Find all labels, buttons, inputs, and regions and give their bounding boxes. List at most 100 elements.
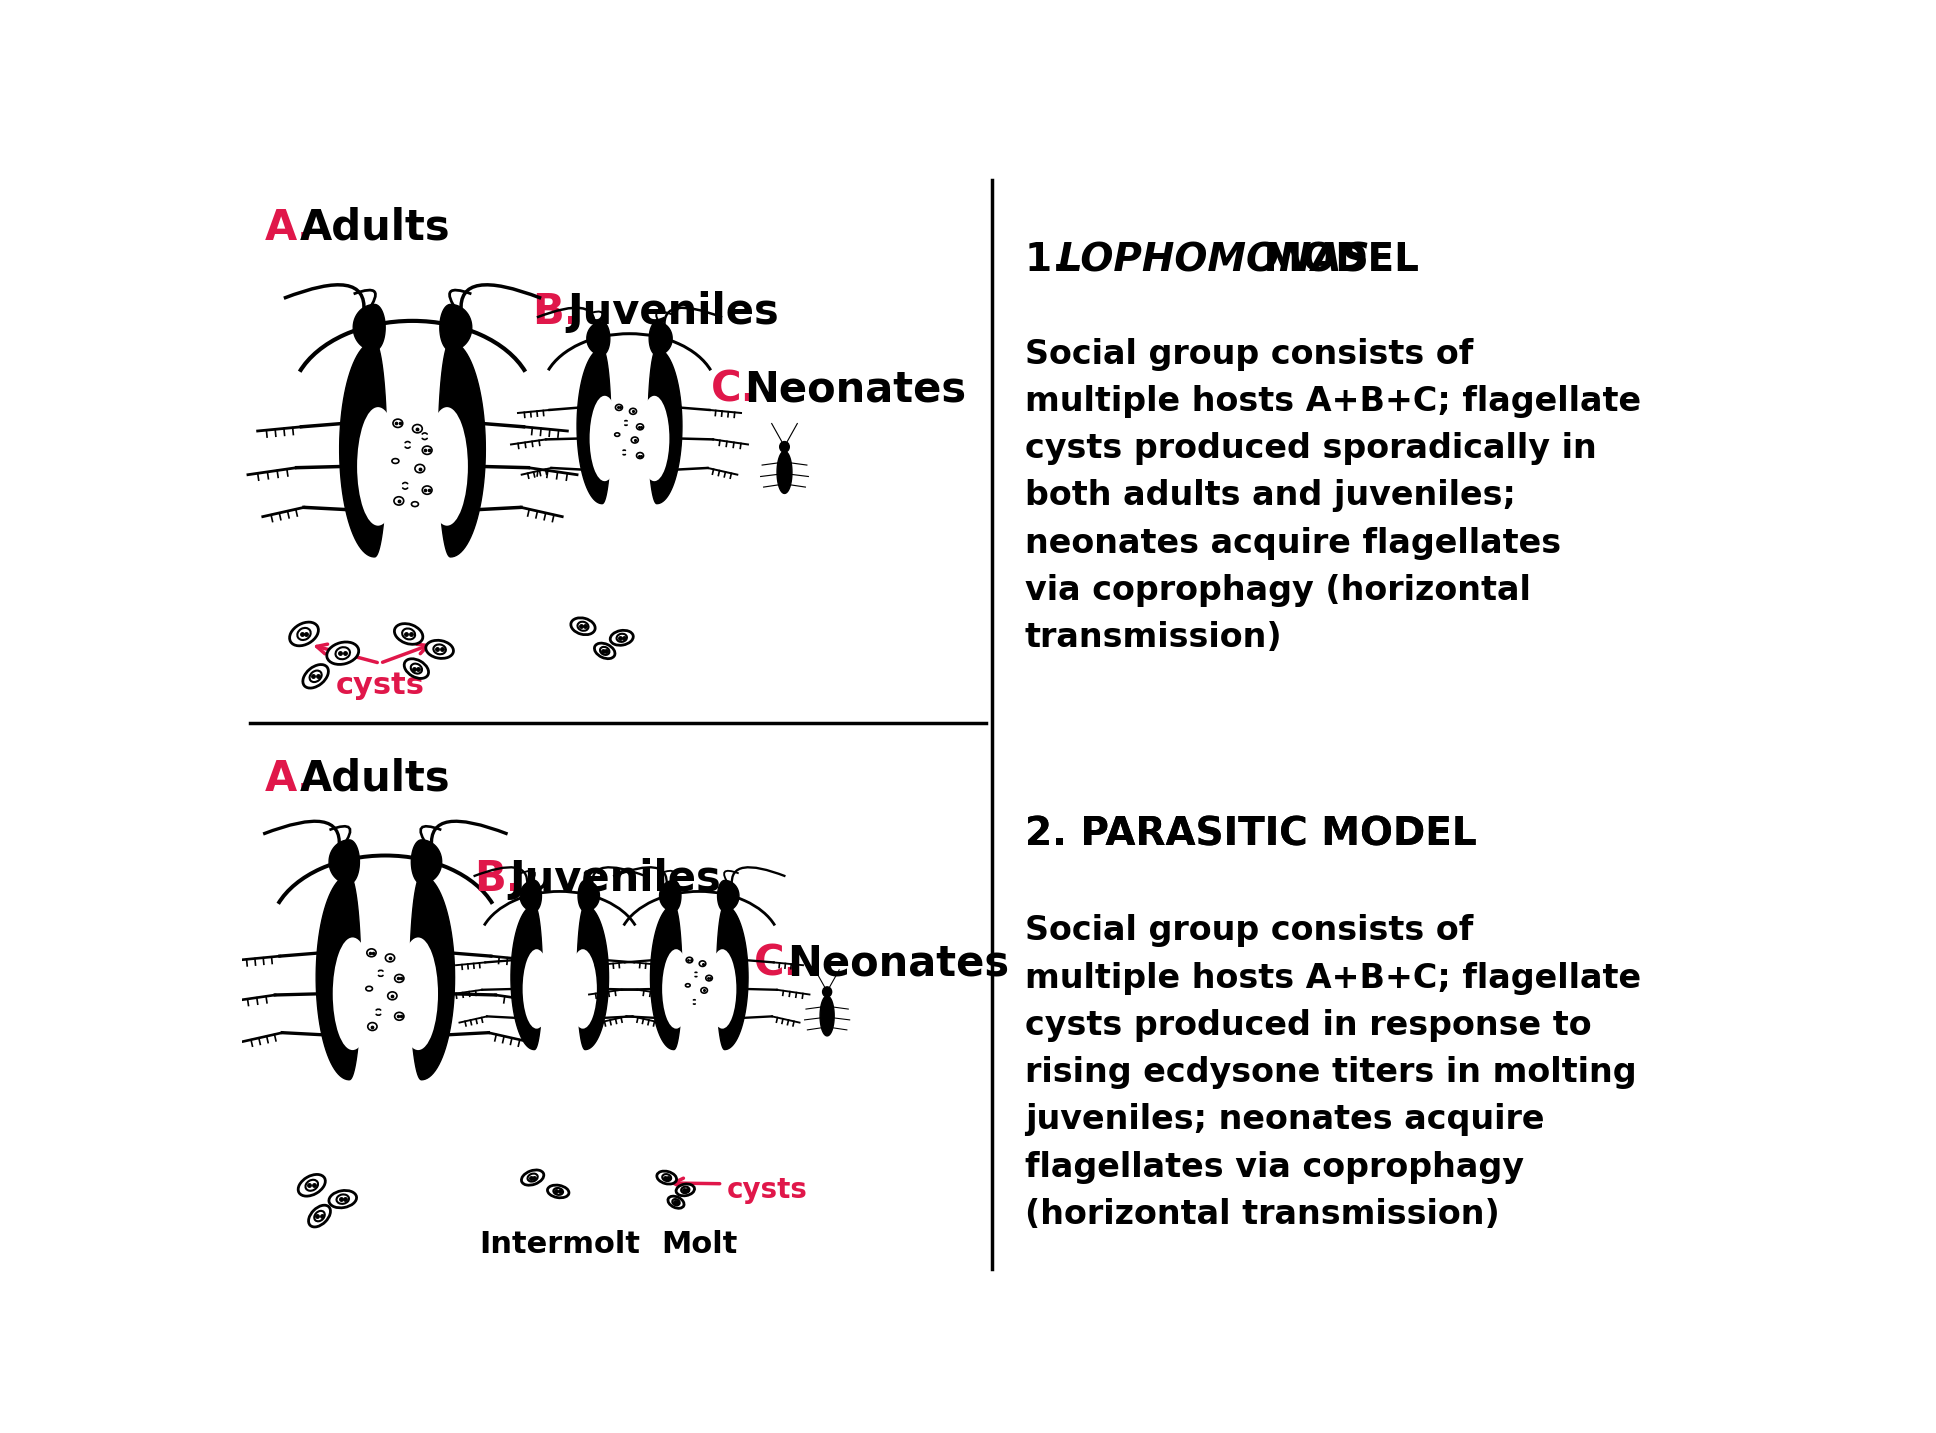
Ellipse shape: [637, 453, 643, 459]
Polygon shape: [776, 451, 792, 493]
Ellipse shape: [709, 949, 736, 1029]
Ellipse shape: [395, 1012, 405, 1020]
Ellipse shape: [366, 949, 376, 957]
Polygon shape: [718, 880, 740, 911]
Polygon shape: [352, 304, 385, 351]
Ellipse shape: [308, 1205, 331, 1227]
Ellipse shape: [337, 1195, 348, 1204]
Ellipse shape: [668, 1197, 683, 1208]
Text: Intermolt: Intermolt: [480, 1230, 641, 1260]
Polygon shape: [511, 906, 542, 1049]
Ellipse shape: [306, 1179, 318, 1191]
Polygon shape: [649, 348, 681, 503]
Text: Juveniles: Juveniles: [509, 858, 720, 900]
Ellipse shape: [368, 1023, 378, 1030]
Ellipse shape: [662, 1174, 672, 1181]
Text: cysts: cysts: [335, 671, 424, 699]
Ellipse shape: [685, 957, 693, 963]
Text: Neonates: Neonates: [786, 943, 1009, 984]
Ellipse shape: [548, 1185, 569, 1198]
Ellipse shape: [590, 396, 620, 481]
Ellipse shape: [310, 671, 321, 682]
Text: Adults: Adults: [300, 758, 451, 800]
Polygon shape: [438, 341, 486, 557]
Ellipse shape: [434, 645, 445, 655]
Ellipse shape: [422, 446, 432, 454]
Ellipse shape: [290, 622, 318, 646]
Ellipse shape: [403, 629, 414, 639]
Ellipse shape: [616, 433, 620, 436]
Ellipse shape: [391, 459, 399, 463]
Polygon shape: [316, 876, 360, 1080]
Ellipse shape: [356, 407, 399, 526]
Polygon shape: [649, 322, 672, 355]
Ellipse shape: [395, 974, 405, 983]
Ellipse shape: [393, 418, 403, 427]
Polygon shape: [521, 880, 542, 911]
Ellipse shape: [395, 623, 422, 645]
Polygon shape: [329, 840, 360, 884]
Polygon shape: [577, 906, 608, 1049]
Polygon shape: [650, 906, 681, 1049]
Text: A.: A.: [265, 758, 314, 800]
Text: Molt: Molt: [660, 1230, 738, 1260]
Text: 2. PARASITIC MODEL: 2. PARASITIC MODEL: [1024, 815, 1477, 854]
Ellipse shape: [707, 976, 712, 980]
Text: Adults: Adults: [300, 206, 451, 248]
Ellipse shape: [399, 937, 438, 1050]
Ellipse shape: [629, 408, 637, 414]
Ellipse shape: [676, 1184, 695, 1195]
Text: Juveniles: Juveniles: [567, 291, 780, 334]
Text: LOPHOMONAS: LOPHOMONAS: [1057, 241, 1371, 279]
Ellipse shape: [405, 659, 428, 678]
Text: cysts: cysts: [726, 1176, 807, 1204]
Ellipse shape: [329, 1191, 356, 1208]
Text: Social group consists of
multiple hosts A+B+C; flagellate
cysts produced sporadi: Social group consists of multiple hosts …: [1024, 338, 1642, 655]
Ellipse shape: [523, 949, 550, 1029]
Ellipse shape: [366, 986, 372, 992]
Text: B.: B.: [474, 858, 523, 900]
Ellipse shape: [314, 1211, 325, 1221]
Text: 2. PARASITIC MODEL: 2. PARASITIC MODEL: [1024, 815, 1477, 854]
Ellipse shape: [426, 407, 469, 526]
Ellipse shape: [302, 665, 329, 688]
Ellipse shape: [393, 497, 405, 504]
Ellipse shape: [571, 618, 594, 635]
Text: Neonates: Neonates: [743, 368, 966, 410]
Ellipse shape: [616, 633, 627, 642]
Polygon shape: [579, 880, 600, 911]
Ellipse shape: [527, 1174, 538, 1182]
Ellipse shape: [600, 646, 610, 655]
Ellipse shape: [656, 1171, 676, 1184]
Polygon shape: [439, 304, 472, 351]
Text: A.: A.: [265, 206, 314, 248]
Ellipse shape: [410, 663, 422, 674]
Ellipse shape: [577, 622, 589, 631]
Ellipse shape: [701, 987, 707, 993]
Ellipse shape: [594, 643, 616, 659]
Ellipse shape: [639, 396, 670, 481]
Ellipse shape: [631, 437, 639, 443]
Ellipse shape: [387, 992, 397, 1000]
Polygon shape: [716, 906, 747, 1049]
Ellipse shape: [412, 424, 422, 433]
Ellipse shape: [637, 424, 643, 430]
Ellipse shape: [327, 642, 358, 665]
Ellipse shape: [569, 949, 596, 1029]
Ellipse shape: [610, 631, 633, 645]
Polygon shape: [339, 341, 387, 557]
Ellipse shape: [335, 648, 350, 659]
Polygon shape: [410, 840, 441, 884]
Ellipse shape: [554, 1188, 563, 1195]
Ellipse shape: [780, 441, 790, 453]
Ellipse shape: [414, 464, 424, 473]
Ellipse shape: [521, 1169, 544, 1185]
Polygon shape: [821, 996, 834, 1036]
Ellipse shape: [699, 962, 707, 966]
Ellipse shape: [426, 641, 453, 658]
Text: B.: B.: [532, 291, 581, 334]
Ellipse shape: [298, 1175, 325, 1197]
Ellipse shape: [385, 954, 395, 962]
Ellipse shape: [412, 502, 418, 506]
Polygon shape: [660, 880, 681, 911]
